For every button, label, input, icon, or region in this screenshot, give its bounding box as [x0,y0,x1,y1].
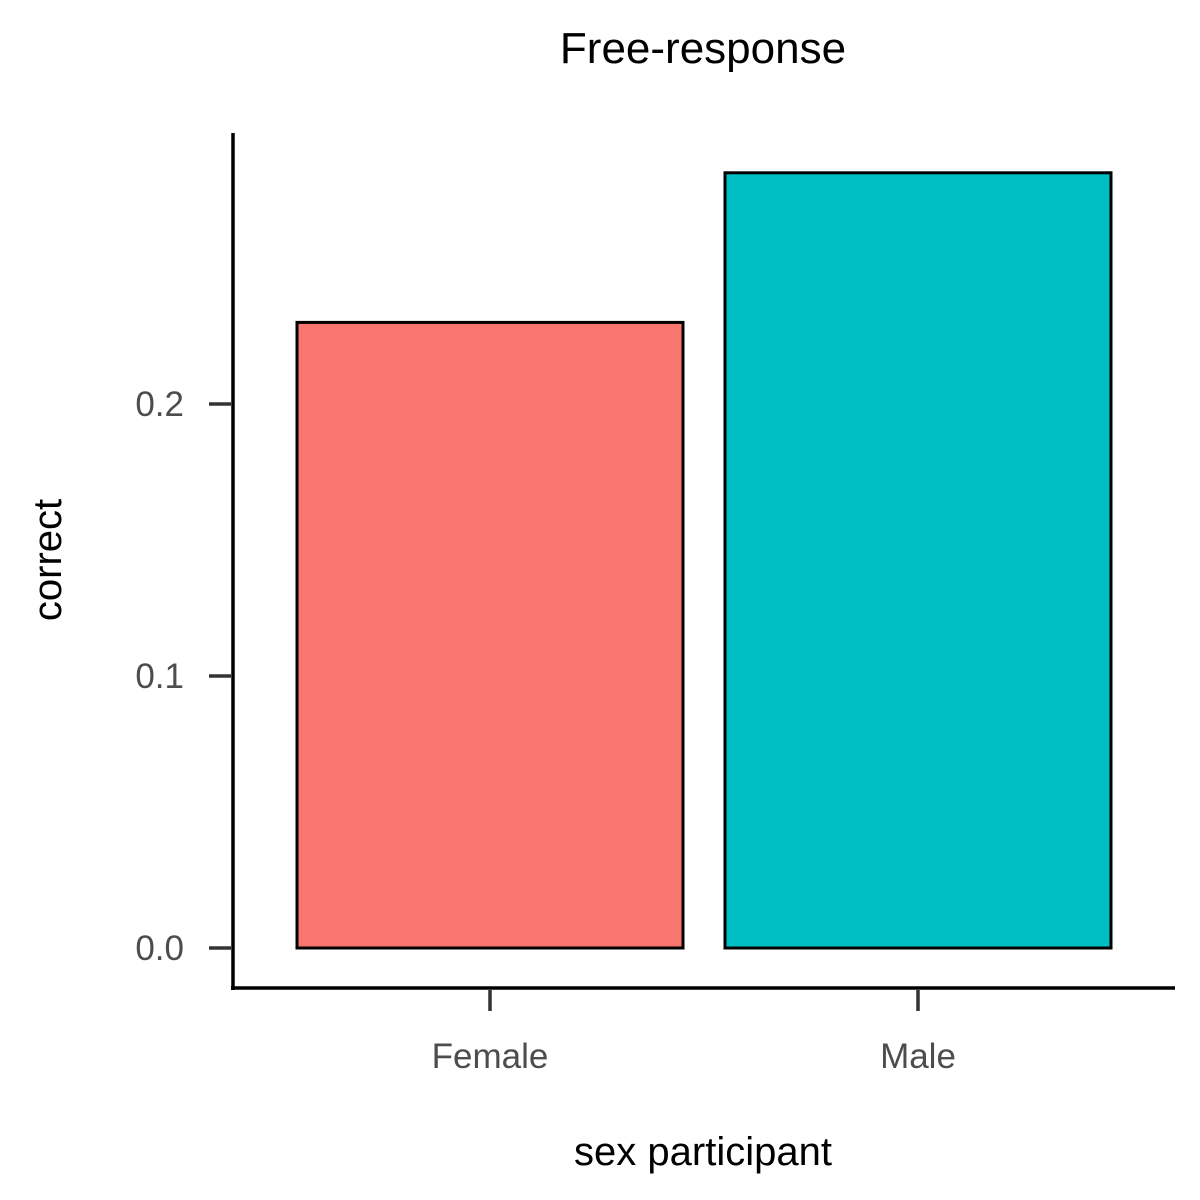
x-axis-title: sex participant [574,1130,832,1174]
x-tick-label-male: Male [880,1037,956,1076]
x-ticks-layer: Female Male [432,990,956,1076]
bar-female [295,320,685,950]
x-tick-label-female: Female [432,1037,549,1076]
chart-title: Free-response [560,24,846,73]
bar-male [723,171,1113,950]
bars-layer [295,171,1113,950]
y-tick-label-0.2: 0.2 [135,385,184,424]
y-tick-label-0.1: 0.1 [135,657,184,696]
y-axis-title: correct [26,499,70,621]
y-ticks-layer: 0.0 0.1 0.2 [135,385,231,968]
y-tick-label-0.0: 0.0 [135,929,184,968]
